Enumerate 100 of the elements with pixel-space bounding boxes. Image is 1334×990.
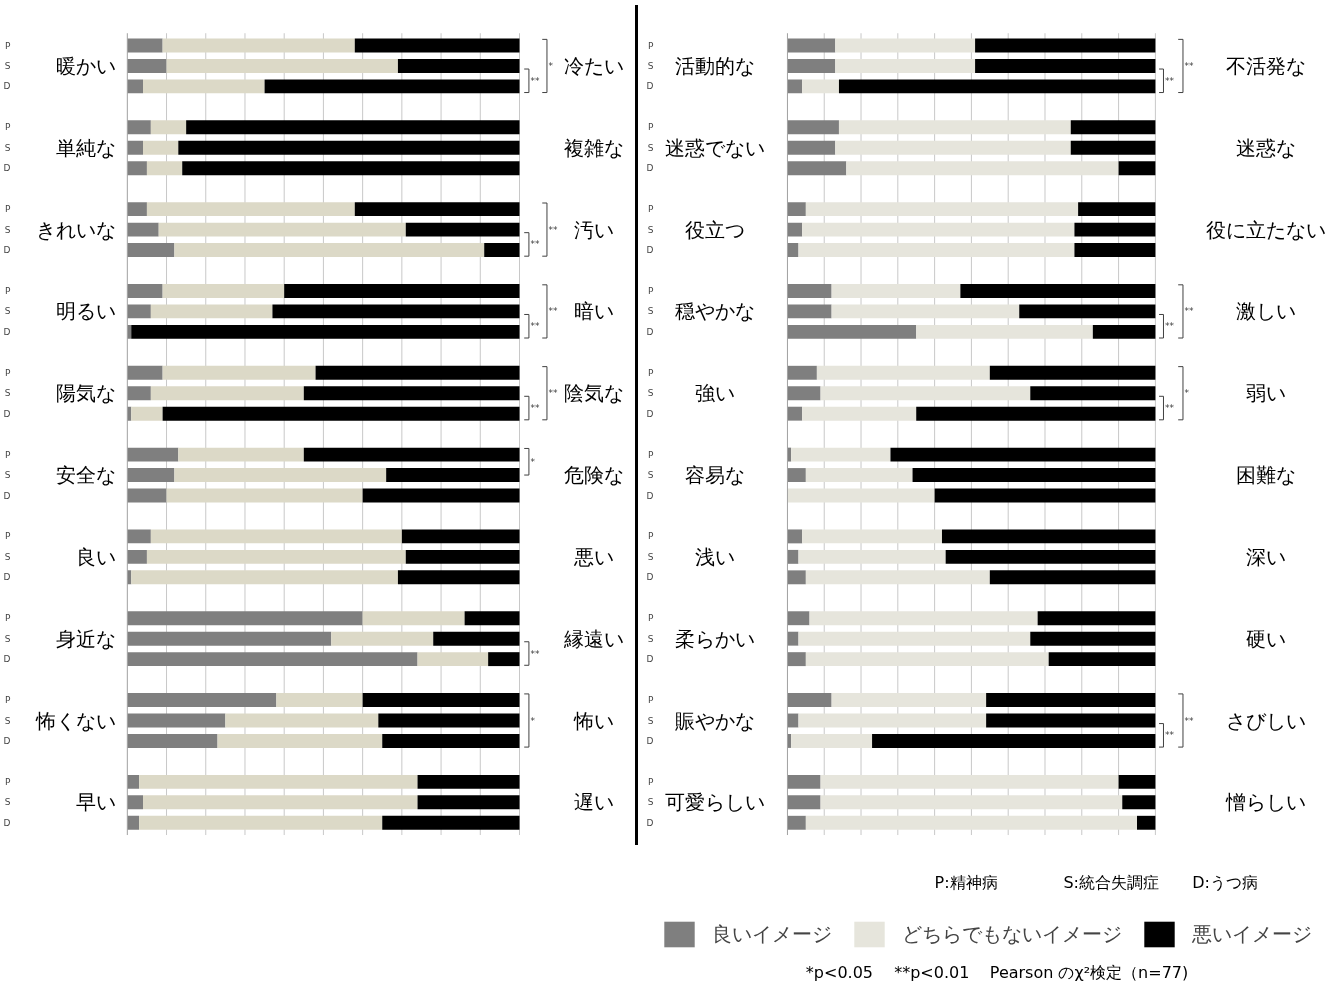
text: 憎らしい [1224,790,1306,815]
y-tick-label: S [4,306,11,317]
y-tick-label: P [5,367,12,378]
y-tick-label: S [647,60,654,71]
legend-label: 良いイメージ [712,920,832,948]
text: ** [530,321,540,332]
y-tick-label: P [5,285,12,296]
y-tick-label: D [3,163,11,174]
y-tick-label: D [646,572,654,583]
y-tick-label: D [3,81,11,92]
text: ** [530,239,540,250]
y-tick-label: S [647,470,654,481]
text: 強い [695,381,736,406]
text: 単純な [55,135,116,160]
text: 縁遠い [563,626,625,651]
y-tick-label: S [647,224,654,235]
y-tick-label: D [3,735,11,746]
y-tick-label: P [5,613,12,624]
y-tick-label: D [646,817,654,828]
text: 複雑な [564,135,625,160]
y-tick-label: S [4,797,11,808]
y-tick-label: P [5,531,12,542]
y-tick-label: S [647,306,654,317]
y-tick-label: P [648,367,655,378]
text: 柔らかい [675,626,756,651]
text: 暖かい [55,53,116,78]
y-tick-label: S [4,551,11,562]
text: さびしい [1225,708,1306,733]
text: ** [1164,321,1175,332]
text: **p<0.01 [894,962,970,982]
y-tick-label: P [648,776,655,787]
y-tick-label: P [5,776,12,787]
y-tick-label: D [646,654,654,665]
text: * [548,60,554,71]
y-tick-label: P [648,449,655,460]
y-tick-label: S [4,60,11,71]
y-tick-label: S [4,388,11,399]
text: 穏やかな [675,299,756,324]
text: ** [1184,715,1194,726]
text: 冷たい [564,53,625,78]
text: 容易な [685,463,746,488]
text: 浅い [695,544,736,569]
y-tick-label: S [4,470,11,481]
y-tick-label: P [5,204,12,215]
text: ** [548,388,559,399]
text: ** [1184,60,1194,71]
y-tick-label: P [648,695,655,706]
text: 硬い [1245,626,1286,651]
text: ** [1184,306,1194,317]
text: 身近な [55,626,116,651]
text: 暗い [574,299,615,324]
y-tick-label: S [4,142,11,153]
y-tick-label: S [647,142,654,153]
y-tick-label: D [646,735,654,746]
y-tick-label: D [646,163,654,174]
y-tick-label: P [648,613,655,624]
y-tick-label: D [3,245,11,256]
text: 陰気な [564,381,625,406]
text: 遅い [574,790,615,815]
text: 明るい [55,299,116,324]
text: ** [548,224,559,235]
text: 良い [75,544,116,569]
text: ** [530,75,540,86]
text: * [530,715,536,726]
text: P:精神病 [934,872,998,892]
text: 激しい [1235,299,1296,324]
y-tick-label: P [648,40,655,51]
y-tick-label: P [648,531,655,542]
y-tick-label: D [646,408,654,419]
y-tick-label: P [648,285,655,296]
text: ** [548,306,559,317]
y-tick-label: D [3,408,11,419]
y-tick-label: S [647,551,654,562]
text: 弱い [1245,381,1286,406]
text: ** [530,648,540,659]
text: ** [1164,75,1175,86]
text: 深い [1245,544,1286,569]
text: ** [1164,730,1175,741]
y-tick-label: S [4,224,11,235]
y-tick-label: S [4,715,11,726]
y-tick-label: D [646,245,654,256]
text: 可愛らしい [665,790,766,815]
y-tick-label: D [3,326,11,337]
legend-label: 悪いイメージ [1192,920,1312,948]
text: 陽気な [55,381,116,406]
y-tick-label: S [647,633,654,644]
text: 役立つ [685,217,746,242]
text: 迷惑な [1235,135,1296,160]
y-tick-label: S [647,797,654,808]
text: 怖い [573,708,615,733]
y-tick-label: D [646,490,654,501]
text: Pearson のχ²検定（n=77) [989,962,1189,982]
text: 役に立たない [1205,217,1326,242]
y-tick-label: P [648,204,655,215]
text: *p<0.05 [805,962,874,982]
y-tick-label: D [3,817,11,828]
y-tick-label: D [3,572,11,583]
text: * [530,456,536,467]
text: きれいな [35,217,116,242]
text: 悪い [573,544,615,569]
